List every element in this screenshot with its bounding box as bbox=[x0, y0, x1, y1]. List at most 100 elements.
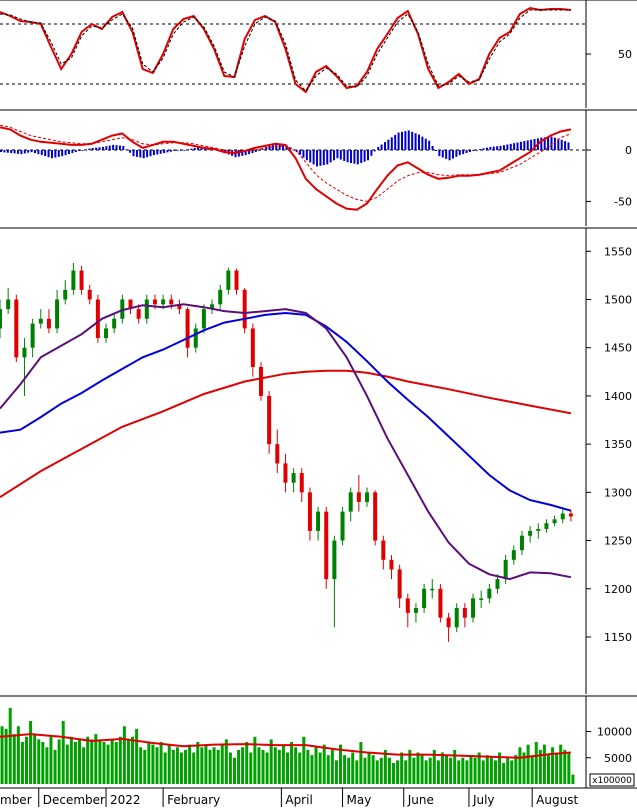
volume-bar bbox=[489, 757, 493, 784]
histogram-bar bbox=[326, 150, 329, 165]
volume-bar bbox=[90, 739, 94, 784]
time-tick-label: February bbox=[167, 793, 220, 807]
volume-bar bbox=[477, 752, 481, 784]
histogram-bar bbox=[135, 150, 138, 157]
volume-bar bbox=[94, 734, 98, 784]
histogram-bar bbox=[404, 131, 407, 150]
candle-body bbox=[519, 535, 524, 551]
histogram-bar bbox=[377, 146, 380, 150]
candle-body bbox=[0, 309, 2, 329]
histogram-bar bbox=[516, 142, 519, 150]
volume-bar bbox=[245, 742, 249, 784]
histogram-bar bbox=[74, 150, 77, 153]
histogram-bar bbox=[390, 137, 393, 150]
volume-bar bbox=[253, 736, 257, 784]
volume-bar bbox=[363, 757, 367, 784]
candle-body bbox=[307, 492, 312, 531]
volume-bar bbox=[241, 747, 245, 784]
histogram-bar bbox=[485, 147, 488, 150]
volume-bar bbox=[281, 744, 285, 784]
time-tick-label: July bbox=[472, 793, 495, 807]
volume-bar bbox=[257, 747, 261, 784]
volume-panel: 10000 5000 x100000 bbox=[0, 695, 637, 788]
histogram-bar bbox=[465, 150, 468, 154]
volume-bar bbox=[41, 742, 45, 784]
candle-body bbox=[112, 318, 117, 329]
histogram-bar bbox=[13, 150, 16, 154]
candle-body bbox=[332, 540, 337, 580]
histogram-bar bbox=[254, 150, 257, 153]
histogram-bar bbox=[387, 139, 390, 150]
candle-body bbox=[438, 588, 443, 618]
histogram-bar bbox=[200, 147, 203, 150]
y-tick-label: 0 bbox=[625, 144, 632, 157]
y-tick-label: 1200 bbox=[604, 583, 632, 596]
candle-body bbox=[495, 579, 500, 589]
histogram-bar bbox=[142, 150, 145, 159]
histogram-bar bbox=[305, 150, 308, 161]
candle-body bbox=[177, 304, 182, 310]
volume-bar bbox=[375, 760, 379, 784]
candle-body bbox=[552, 519, 557, 524]
candle-body bbox=[258, 366, 263, 396]
volume-bar bbox=[453, 749, 457, 784]
volume-bar bbox=[563, 749, 567, 784]
candle-body bbox=[291, 473, 296, 483]
volume-bar bbox=[212, 747, 216, 784]
volume-bar bbox=[200, 747, 204, 784]
candle-body bbox=[87, 289, 92, 300]
histogram-bar bbox=[455, 150, 458, 157]
volume-bar bbox=[61, 721, 65, 784]
volume-bar bbox=[298, 752, 302, 784]
histogram-bar bbox=[553, 137, 556, 150]
histogram-bar bbox=[67, 150, 70, 155]
volume-bar bbox=[502, 763, 506, 784]
y-tick-label: 1450 bbox=[604, 342, 632, 355]
y-tick-label: 50 bbox=[618, 48, 632, 61]
histogram-bar bbox=[132, 150, 135, 157]
histogram-bar bbox=[193, 147, 196, 150]
volume-multiplier-label: x100000 bbox=[592, 776, 632, 786]
volume-bar bbox=[12, 734, 16, 784]
histogram-bar bbox=[40, 150, 43, 156]
histogram-bar bbox=[475, 150, 478, 151]
histogram-bar bbox=[186, 149, 189, 151]
histogram-bar bbox=[451, 150, 454, 159]
candle-body bbox=[446, 617, 451, 628]
histogram-bar bbox=[458, 150, 461, 156]
volume-bar bbox=[57, 739, 61, 784]
histogram-bar bbox=[129, 150, 132, 153]
volume-bar bbox=[314, 747, 318, 784]
histogram-bar bbox=[0, 150, 2, 153]
histogram-bar bbox=[3, 150, 6, 153]
volume-bar bbox=[29, 721, 33, 784]
volume-bar bbox=[208, 749, 212, 784]
volume-bar bbox=[277, 749, 281, 784]
histogram-bar bbox=[519, 141, 522, 150]
histogram-bar bbox=[47, 150, 50, 158]
histogram-bar bbox=[61, 150, 64, 157]
candle-body bbox=[250, 328, 255, 367]
volume-bar bbox=[518, 747, 522, 784]
volume-bar bbox=[432, 749, 436, 784]
volume-multiplier-box bbox=[589, 773, 635, 787]
candle-body bbox=[161, 299, 166, 305]
histogram-bar bbox=[54, 150, 57, 158]
volume-bar bbox=[351, 752, 355, 784]
histogram-bar bbox=[547, 136, 550, 150]
volume-bar bbox=[506, 757, 510, 784]
volume-bar bbox=[559, 744, 563, 784]
volume-bar bbox=[469, 755, 473, 784]
volume-bar bbox=[269, 739, 273, 784]
candle-body bbox=[63, 289, 68, 300]
histogram-bar bbox=[492, 146, 495, 150]
histogram-bar bbox=[560, 139, 563, 150]
histogram-bar bbox=[394, 134, 397, 150]
candle-body bbox=[568, 513, 573, 517]
histogram-bar bbox=[139, 150, 142, 158]
volume-bar bbox=[383, 749, 387, 784]
histogram-bar bbox=[50, 150, 53, 159]
volume-bar bbox=[416, 752, 420, 784]
volume-bar bbox=[404, 760, 408, 784]
histogram-bar bbox=[421, 136, 424, 150]
